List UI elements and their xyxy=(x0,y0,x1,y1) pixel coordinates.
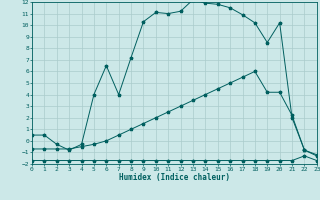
X-axis label: Humidex (Indice chaleur): Humidex (Indice chaleur) xyxy=(119,173,230,182)
